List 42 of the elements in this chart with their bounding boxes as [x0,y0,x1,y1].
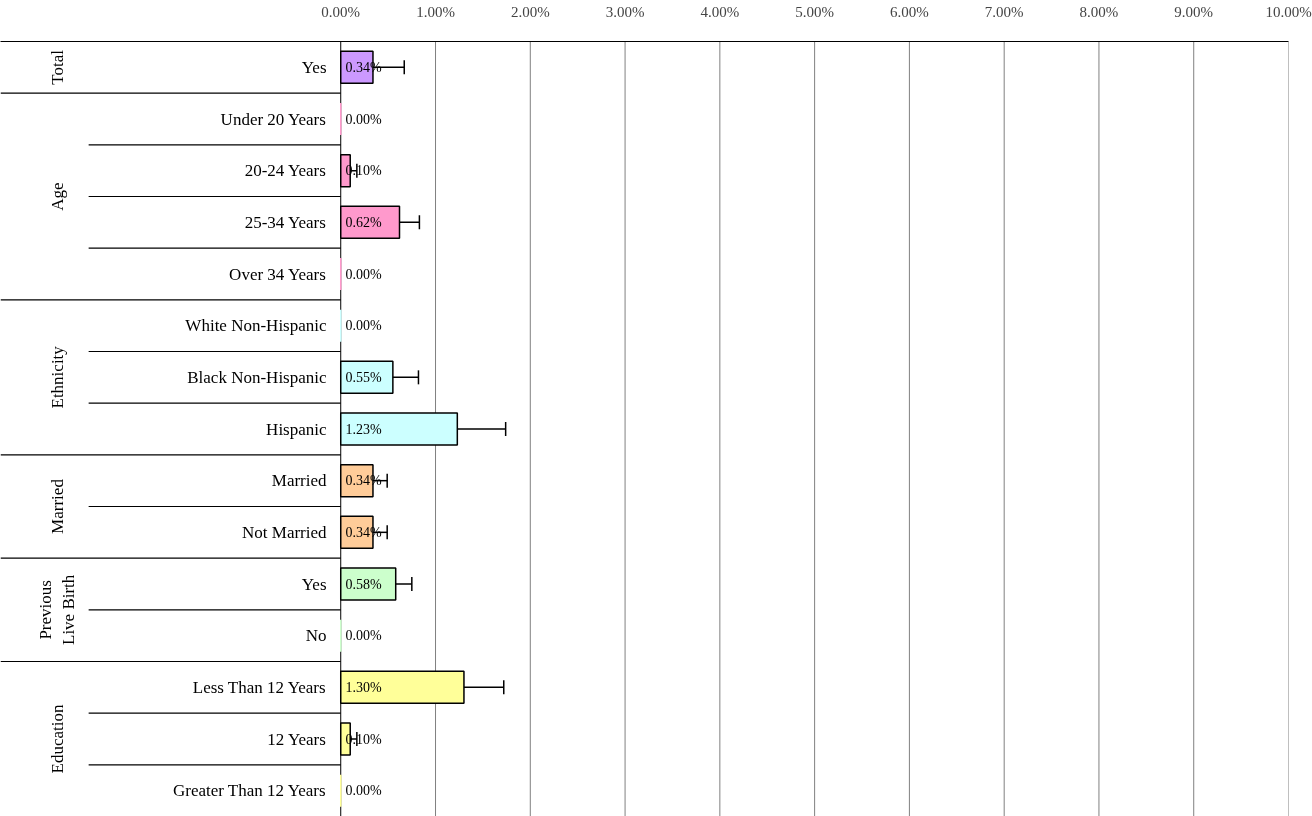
x-tick-label: 5.00% [795,3,834,20]
y-tick-label: Black Non-Hispanic [187,367,327,387]
y-tick-label: Less Than 12 Years [192,677,326,697]
text: Married [47,478,67,534]
x-tick-label: 2.00% [510,3,550,20]
y-tick-label: Not Married [242,522,328,542]
y-tick-label: Hispanic [266,419,327,439]
text: Previous Live Birth [36,574,79,646]
text: Total [47,49,67,85]
x-tick-label: 6.00% [890,3,929,20]
x-tick-label: 1.00% [416,3,455,20]
y-tick-label: Under 20 Years [220,109,326,129]
text: Education [47,704,67,774]
y-tick-label: Married [271,471,328,491]
data-label: 0.62% [345,214,382,230]
x-tick-label: 9.00% [1174,3,1214,20]
y-tick-label: 20-24 Years [244,161,326,181]
data-label: 0.00% [345,266,382,282]
data-label: 1.30% [345,679,382,695]
data-label: 0.55% [345,369,382,385]
y-tick-label: 25-34 Years [244,212,326,232]
y-tick-label: Yes [301,574,327,594]
data-label: 1.23% [345,421,382,437]
y-tick-label: Over 34 Years [229,264,326,284]
x-tick-label: 3.00% [605,3,645,20]
y-tick-label: White Non-Hispanic [185,316,327,336]
y-tick-label: No [305,626,327,646]
x-tick-label: 7.00% [984,3,1024,20]
y-tick-label: 12 Years [267,729,326,749]
y-tick-label: Yes [301,57,327,77]
x-tick-label: 8.00% [1079,3,1119,20]
x-tick-label: 10.00% [1265,3,1312,20]
data-label: 0.00% [345,111,382,127]
text: Age [47,182,67,211]
data-label: 0.58% [345,576,382,592]
x-tick-label: 0.00% [321,3,361,20]
x-tick-label: 4.00% [700,3,740,20]
data-label: 0.00% [345,783,382,799]
data-label: 0.00% [345,628,382,644]
data-label: 0.00% [345,318,382,334]
y-tick-label: Greater Than 12 Years [172,781,326,801]
text: Ethnicity [47,345,67,409]
